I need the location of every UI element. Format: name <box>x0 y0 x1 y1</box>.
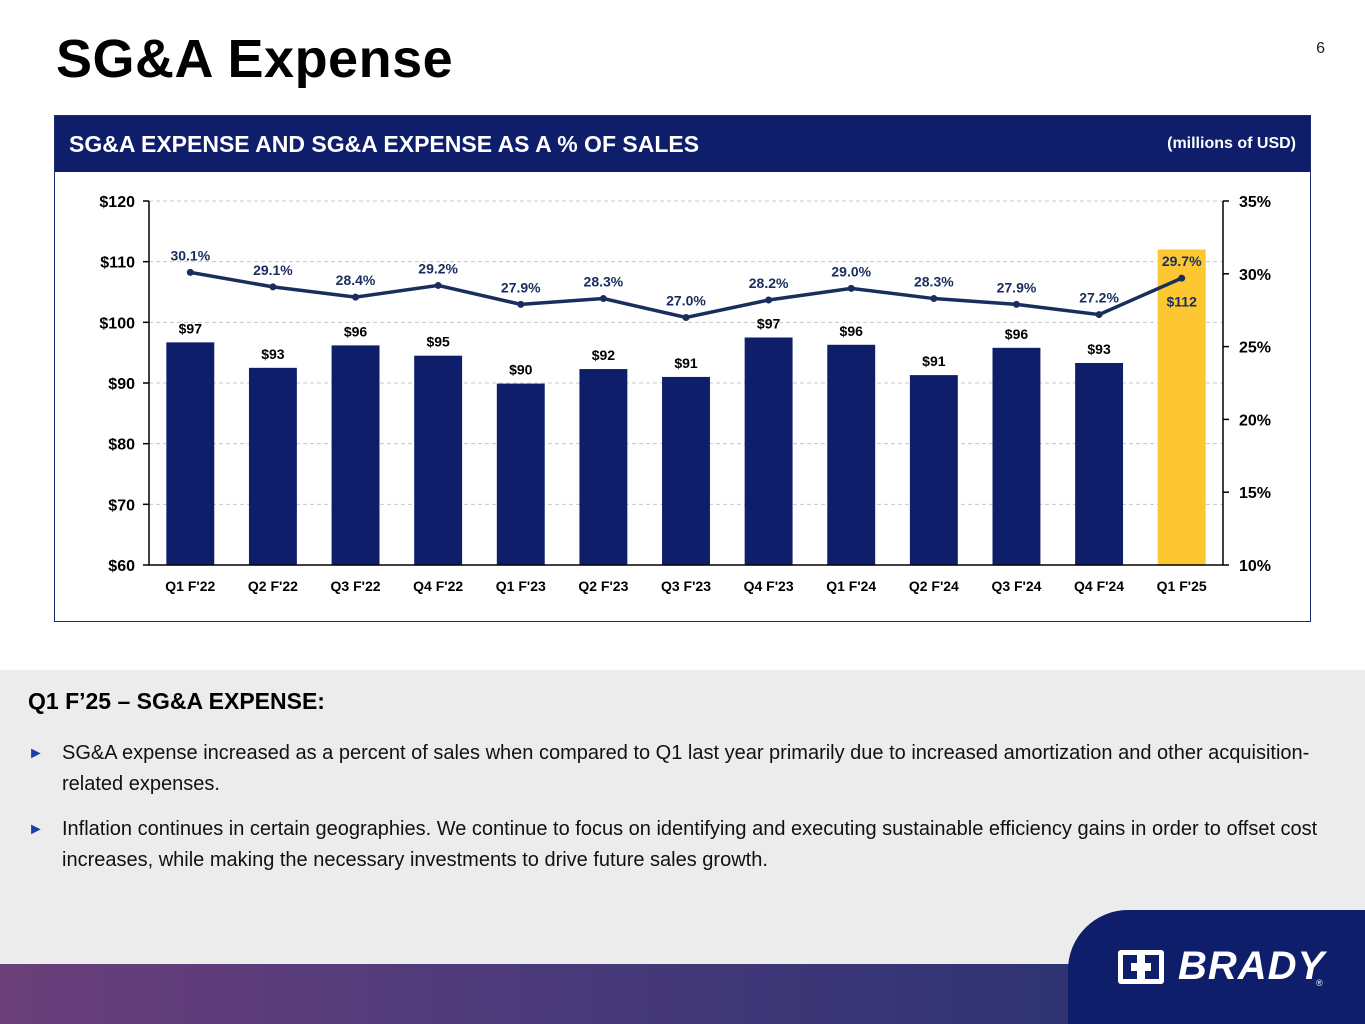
summary-bullet: ► Inflation continues in certain geograp… <box>28 814 1318 876</box>
bar-value-label: $96 <box>344 323 368 339</box>
brady-logo-icon <box>1118 950 1164 984</box>
y-right-tick-label: 35% <box>1239 194 1271 211</box>
bar-value-label: $96 <box>840 323 864 339</box>
bar <box>1157 249 1206 565</box>
percent-point <box>847 284 855 292</box>
page-number: 6 <box>1316 40 1325 57</box>
bar <box>496 383 545 565</box>
bar-value-label: $91 <box>674 355 698 371</box>
bar <box>662 376 710 565</box>
bar-value-label: $90 <box>509 362 533 378</box>
x-tick-label: Q3 F'23 <box>661 578 711 594</box>
y-left-tick-label: $60 <box>108 558 135 575</box>
bar-value-label: $95 <box>426 334 450 350</box>
bar-value-label: $96 <box>1005 326 1029 342</box>
triangle-right-icon: ► <box>28 745 44 762</box>
x-tick-label: Q2 F'22 <box>248 578 298 594</box>
bullet-text: SG&A expense increased as a percent of s… <box>62 742 1310 795</box>
x-tick-label: Q3 F'22 <box>331 578 381 594</box>
percent-label: 29.0% <box>831 263 871 279</box>
percent-point <box>434 281 442 289</box>
percent-point <box>186 268 194 276</box>
summary-bullet: ► SG&A expense increased as a percent of… <box>28 738 1318 800</box>
bar <box>827 344 876 565</box>
bar-value-label: $92 <box>592 347 616 363</box>
x-tick-label: Q4 F'24 <box>1074 578 1124 594</box>
panel-header: SG&A EXPENSE AND SG&A EXPENSE AS A % OF … <box>55 116 1310 172</box>
panel-unit: (millions of USD) <box>1167 135 1296 152</box>
y-right-tick-label: 25% <box>1239 340 1271 357</box>
y-left-tick-label: $70 <box>108 497 135 514</box>
percent-point <box>765 296 773 304</box>
x-tick-label: Q2 F'23 <box>578 578 628 594</box>
y-right-tick-label: 30% <box>1239 267 1271 284</box>
percent-point <box>1095 311 1103 319</box>
percent-point <box>517 300 525 308</box>
x-tick-label: Q1 F'22 <box>165 578 215 594</box>
percent-label: 27.9% <box>997 279 1037 295</box>
x-tick-label: Q4 F'23 <box>744 578 794 594</box>
percent-point <box>930 295 938 303</box>
panel-title: SG&A EXPENSE AND SG&A EXPENSE AS A % OF … <box>69 130 700 157</box>
logo-registered-mark: ® <box>1316 978 1323 988</box>
x-tick-label: Q2 F'24 <box>909 578 959 594</box>
sga-chart: $60 $70 $80 $90 $100 $110 $120 10% 15% 20% 25% 30% 3… <box>99 194 1271 594</box>
y-left-tick-label: $110 <box>100 255 135 272</box>
percent-label: 27.0% <box>666 292 706 308</box>
percent-label: 28.3% <box>584 274 624 290</box>
bar-value-label: $97 <box>757 316 781 332</box>
y-left-tick-label: $100 <box>99 315 135 332</box>
logo-background <box>1068 910 1365 1024</box>
bar-value-label: $97 <box>179 320 203 336</box>
bar-value-label: $93 <box>261 346 285 362</box>
triangle-right-icon: ► <box>28 821 44 838</box>
bar <box>414 355 463 565</box>
y-left-tick-label: $80 <box>108 437 135 454</box>
percent-label: 29.2% <box>418 260 458 276</box>
bar <box>248 367 297 565</box>
summary-heading: Q1 F’25 – SG&A EXPENSE: <box>28 688 325 714</box>
percent-label: 28.2% <box>749 275 789 291</box>
percent-point <box>352 293 360 301</box>
y-left-tick-label: $120 <box>99 194 135 211</box>
bar <box>1075 362 1124 565</box>
percent-point <box>1012 300 1020 308</box>
percent-label: 27.9% <box>501 279 541 295</box>
x-tick-label: Q4 F'22 <box>413 578 463 594</box>
bar <box>579 369 628 565</box>
x-tick-label: Q1 F'24 <box>826 578 876 594</box>
chart-panel: SG&A EXPENSE AND SG&A EXPENSE AS A % OF … <box>54 115 1311 622</box>
bar <box>909 375 958 565</box>
y-right-tick-label: 10% <box>1239 558 1271 575</box>
percent-point <box>269 283 277 291</box>
percent-label: 29.7% <box>1162 253 1202 269</box>
bar-value-label: $91 <box>922 353 946 369</box>
x-tick-label: Q1 F'25 <box>1157 578 1207 594</box>
bar-value-label: $112 <box>1167 294 1198 310</box>
y-left-tick-label: $90 <box>108 376 135 393</box>
x-tick-label: Q3 F'24 <box>991 578 1041 594</box>
percent-label: 29.1% <box>253 262 293 278</box>
bar <box>744 337 793 565</box>
percent-label: 27.2% <box>1079 290 1119 306</box>
percent-point <box>682 313 690 321</box>
percent-point <box>1178 274 1186 282</box>
bullet-text: Inflation continues in certain geographi… <box>62 818 1318 871</box>
x-tick-label: Q1 F'23 <box>496 578 546 594</box>
summary-bullets: ► SG&A expense increased as a percent of… <box>28 738 1318 890</box>
percent-point <box>599 295 607 303</box>
percent-label: 30.1% <box>170 247 210 263</box>
bar <box>992 347 1041 565</box>
y-right-tick-label: 15% <box>1239 485 1271 502</box>
bar <box>331 345 380 565</box>
brady-logo-text: BRADY <box>1178 944 1326 988</box>
bar-value-label: $93 <box>1087 341 1111 357</box>
y-right-tick-label: 20% <box>1239 412 1271 429</box>
percent-label: 28.4% <box>336 272 376 288</box>
page-title: SG&A Expense <box>56 29 454 89</box>
bar <box>166 342 215 565</box>
percent-label: 28.3% <box>914 274 954 290</box>
